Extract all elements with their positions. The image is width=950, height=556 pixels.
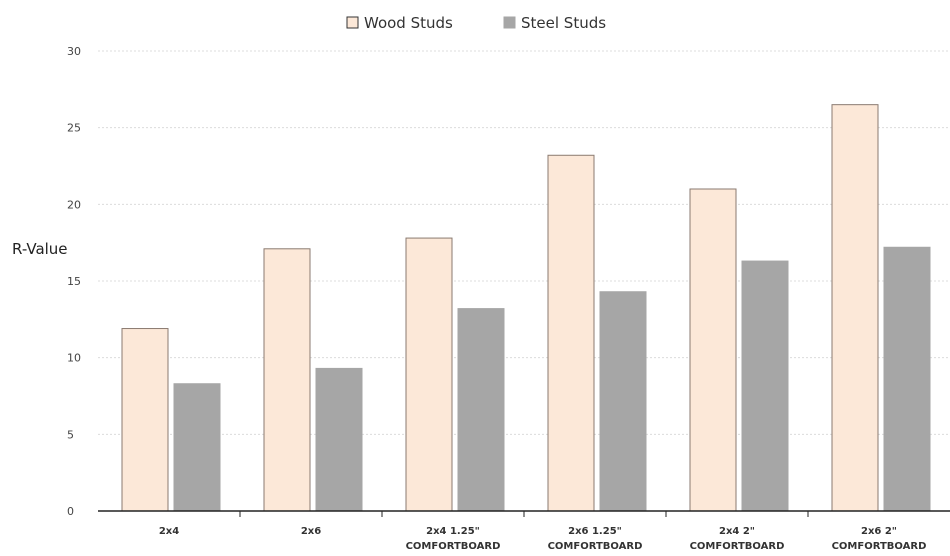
legend-label-1: Steel Studs [521, 14, 606, 32]
legend: Wood Studs Steel Studs [346, 14, 606, 32]
y-tick-label: 5 [67, 428, 74, 441]
legend-swatch-0 [346, 16, 359, 29]
bar-wood-studs-0 [121, 328, 169, 512]
x-tick-label: COMFORTBOARD [406, 541, 501, 552]
x-axis-labels: 2x4 2x6 2x4 1.25" COMFORTBOARD 2x6 1.25" COMF… [159, 526, 927, 552]
y-tick-label: 0 [67, 505, 74, 518]
x-tick-label: 2x4 2" [719, 526, 755, 537]
gridlines [98, 50, 950, 435]
bar-steel-studs-3 [599, 291, 647, 512]
legend-label-0: Wood Studs [364, 14, 453, 32]
x-tick-label: 2x6 1.25" [568, 526, 622, 537]
y-axis-ticks: 0 5 10 15 20 25 30 [67, 45, 81, 518]
y-tick-label: 10 [67, 352, 81, 365]
bar-wood-studs-2 [405, 237, 453, 512]
y-axis-label: R-Value [12, 240, 68, 258]
bar-steel-studs-5 [883, 246, 931, 512]
bar-wood-studs-3 [547, 154, 595, 512]
bar-wood-studs-1 [263, 248, 311, 512]
x-tick-label: 2x4 [159, 526, 179, 537]
bar-steel-studs-0 [173, 383, 221, 512]
bar-wood-studs-4 [689, 188, 737, 512]
y-tick-label: 20 [67, 198, 81, 211]
x-axis [98, 510, 950, 517]
bar-steel-studs-4 [741, 260, 789, 512]
x-tick-label: 2x6 [301, 526, 321, 537]
x-tick-label: 2x4 1.25" [426, 526, 480, 537]
x-tick-label: COMFORTBOARD [548, 541, 643, 552]
y-tick-label: 25 [67, 122, 81, 135]
bar-wood-studs-5 [831, 104, 879, 512]
bar-steel-studs-1 [315, 367, 363, 512]
x-tick-label: COMFORTBOARD [690, 541, 785, 552]
y-tick-label: 30 [67, 45, 81, 58]
bars [121, 104, 931, 512]
x-tick-label: 2x6 2" [861, 526, 897, 537]
legend-swatch-1 [503, 16, 516, 29]
y-tick-label: 15 [67, 275, 81, 288]
x-tick-label: COMFORTBOARD [832, 541, 927, 552]
bar-steel-studs-2 [457, 308, 505, 512]
